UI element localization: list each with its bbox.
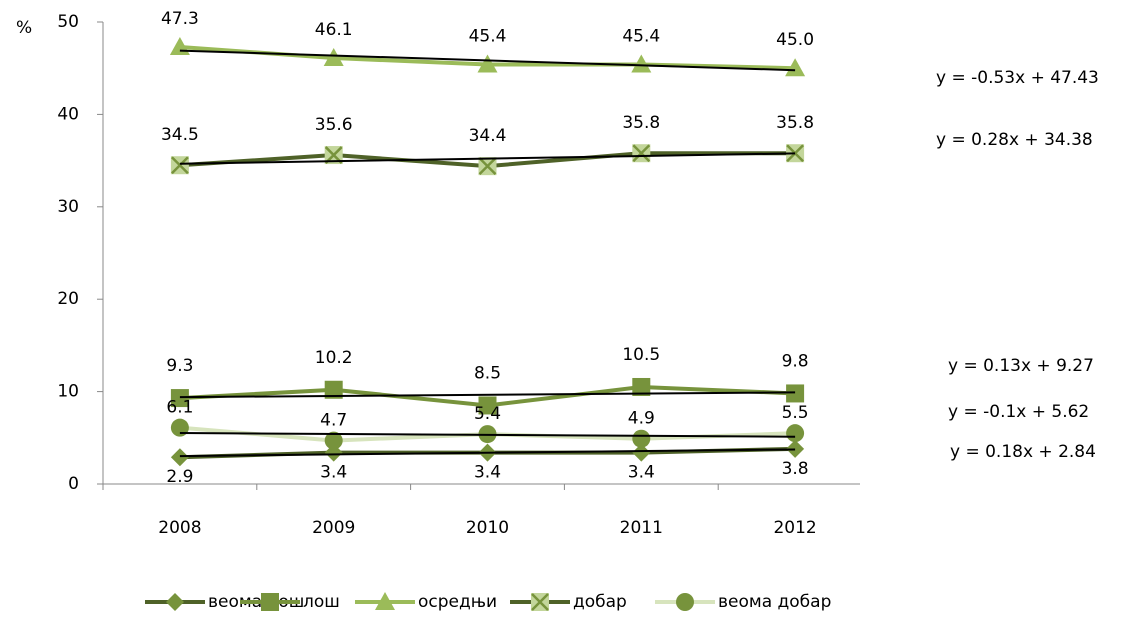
x-tick-label: 2012 [773, 518, 816, 538]
legend-marker [261, 593, 279, 611]
legend-marker [531, 593, 549, 611]
marker [632, 429, 651, 448]
data-label: 34.5 [161, 125, 199, 145]
data-label: 4.7 [320, 411, 347, 431]
legend-label: осредњи [418, 592, 497, 612]
y-tick-label: 50 [57, 12, 79, 32]
data-label: 45.4 [469, 27, 507, 47]
y-tick-label: 20 [57, 289, 79, 309]
data-label: 34.4 [469, 126, 507, 146]
data-label: 3.4 [320, 463, 347, 483]
data-label: 10.2 [315, 348, 353, 368]
trendline [179, 448, 796, 458]
marker [786, 424, 805, 443]
y-tick-label: 10 [57, 382, 79, 402]
marker [478, 157, 497, 176]
legend-marker [676, 593, 694, 611]
legend-label: добар [573, 592, 627, 612]
marker [786, 384, 805, 403]
marker [323, 48, 344, 67]
marker [631, 54, 652, 73]
marker [170, 156, 189, 175]
marker [632, 377, 651, 396]
marker [324, 431, 343, 450]
marker [786, 439, 805, 458]
legend-label: веома добар [718, 592, 831, 612]
marker [785, 58, 806, 77]
data-label: 2.9 [166, 467, 193, 487]
data-label: 3.4 [474, 463, 501, 483]
marker [632, 144, 651, 163]
y-axis-label: % [16, 18, 32, 38]
data-label: 45.4 [622, 27, 660, 47]
data-label: 45.0 [776, 30, 814, 50]
legend-marker [166, 593, 184, 611]
data-label: 5.4 [474, 404, 501, 424]
trendline [179, 49, 796, 72]
trendline [179, 391, 796, 399]
marker [324, 380, 343, 399]
data-label: 6.1 [166, 398, 193, 418]
data-label: 10.5 [622, 345, 660, 365]
y-tick-label: 30 [57, 197, 79, 217]
marker [478, 396, 497, 415]
legend-label: лош [303, 592, 340, 612]
data-label: 5.5 [782, 403, 809, 423]
trendline [179, 431, 796, 438]
marker [477, 54, 498, 73]
data-label: 35.8 [622, 113, 660, 133]
data-label: 4.9 [628, 409, 655, 429]
x-tick-label: 2011 [620, 518, 663, 538]
x-tick-label: 2010 [466, 518, 509, 538]
trend-equation: y = -0.53x + 47.43 [936, 68, 1099, 88]
trend-equation: y = 0.13x + 9.27 [948, 356, 1094, 376]
marker [632, 443, 651, 462]
marker [170, 448, 189, 467]
trend-equation: y = 0.18x + 2.84 [950, 442, 1096, 462]
data-label: 9.8 [782, 351, 809, 371]
y-tick-label: 0 [68, 474, 79, 494]
data-label: 35.8 [776, 113, 814, 133]
x-tick-label: 2009 [312, 518, 355, 538]
trend-equation: y = 0.28x + 34.38 [936, 130, 1093, 150]
data-label: 35.6 [315, 115, 353, 135]
data-label: 8.5 [474, 363, 501, 383]
x-tick-label: 2008 [158, 518, 201, 538]
data-label: 3.8 [782, 459, 809, 479]
trend-equation: y = -0.1x + 5.62 [948, 402, 1089, 422]
data-label: 9.3 [166, 356, 193, 376]
legend-marker [375, 592, 395, 610]
data-label: 3.4 [628, 463, 655, 483]
data-label: 47.3 [161, 9, 199, 29]
marker [786, 144, 805, 163]
marker [170, 389, 189, 408]
data-label: 46.1 [315, 20, 353, 40]
trendline [179, 152, 796, 165]
y-tick-label: 40 [57, 104, 79, 124]
